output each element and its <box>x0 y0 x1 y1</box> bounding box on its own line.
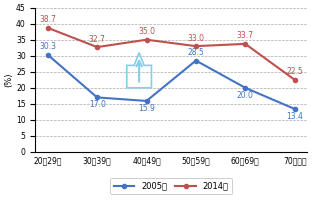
Text: 13.4: 13.4 <box>286 112 303 121</box>
Text: 22.5: 22.5 <box>286 67 303 76</box>
Text: 28.5: 28.5 <box>188 48 204 57</box>
Text: 33.0: 33.0 <box>188 34 204 43</box>
Text: 35.0: 35.0 <box>138 27 155 36</box>
2014年 <box>194 45 198 47</box>
2014年 <box>293 78 296 81</box>
Line: 2005年: 2005年 <box>46 53 297 111</box>
2005年 <box>46 54 50 56</box>
2014年 <box>145 38 149 41</box>
2005年 <box>293 108 296 110</box>
2014年 <box>243 43 247 45</box>
Text: 30.3: 30.3 <box>39 42 56 51</box>
Line: 2014年: 2014年 <box>46 26 297 82</box>
2005年 <box>145 100 149 102</box>
Text: 15.9: 15.9 <box>138 104 155 113</box>
Text: 32.7: 32.7 <box>89 35 105 43</box>
2014年 <box>95 46 99 48</box>
Y-axis label: (%): (%) <box>4 73 13 87</box>
2014年 <box>46 27 50 29</box>
2005年 <box>194 59 198 62</box>
Text: 38.7: 38.7 <box>39 15 56 24</box>
2005年 <box>243 87 247 89</box>
Legend: 2005年, 2014年: 2005年, 2014年 <box>110 178 232 194</box>
2005年 <box>95 96 99 99</box>
Text: 33.7: 33.7 <box>237 31 254 40</box>
Text: 17.0: 17.0 <box>89 100 105 109</box>
Text: 20.0: 20.0 <box>237 91 254 100</box>
